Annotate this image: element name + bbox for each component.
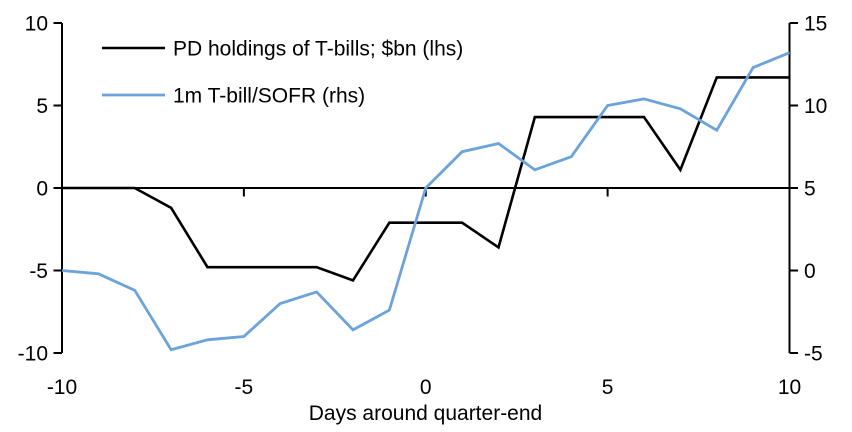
- x-tick-label: -5: [235, 376, 254, 399]
- legend: PD holdings of T-bills; $bn (lhs) 1m T-b…: [102, 38, 463, 108]
- series-lines: [61, 51, 791, 352]
- x-tick-label: 10: [778, 376, 801, 399]
- tick-labels: 10 5 0 -5 -10 15 10 5 0 -5 -10 -5 0 5 10: [18, 13, 828, 400]
- left-tick-label: 0: [36, 178, 48, 201]
- right-tick-label: -5: [804, 343, 823, 366]
- right-tick-label: 5: [804, 178, 816, 201]
- left-tick-label: 10: [25, 13, 48, 36]
- legend-label-pd-holdings: PD holdings of T-bills; $bn (lhs): [173, 38, 463, 61]
- right-tick-label: 15: [804, 13, 827, 36]
- left-tick-label: 5: [36, 95, 48, 118]
- series-line-pd-holdings: [62, 76, 790, 282]
- x-tick-label: -10: [47, 376, 77, 399]
- series-line-tbill-sofr: [61, 51, 791, 352]
- x-tick-label: 5: [602, 376, 614, 399]
- legend-label-tbill-sofr: 1m T-bill/SOFR (rhs): [173, 85, 365, 108]
- x-tick-label: 0: [420, 376, 432, 399]
- right-tick-label: 10: [804, 95, 827, 118]
- right-tick-label: 0: [804, 260, 816, 283]
- left-tick-label: -5: [29, 260, 48, 283]
- left-tick-label: -10: [18, 343, 48, 366]
- x-axis-title: Days around quarter-end: [309, 402, 542, 425]
